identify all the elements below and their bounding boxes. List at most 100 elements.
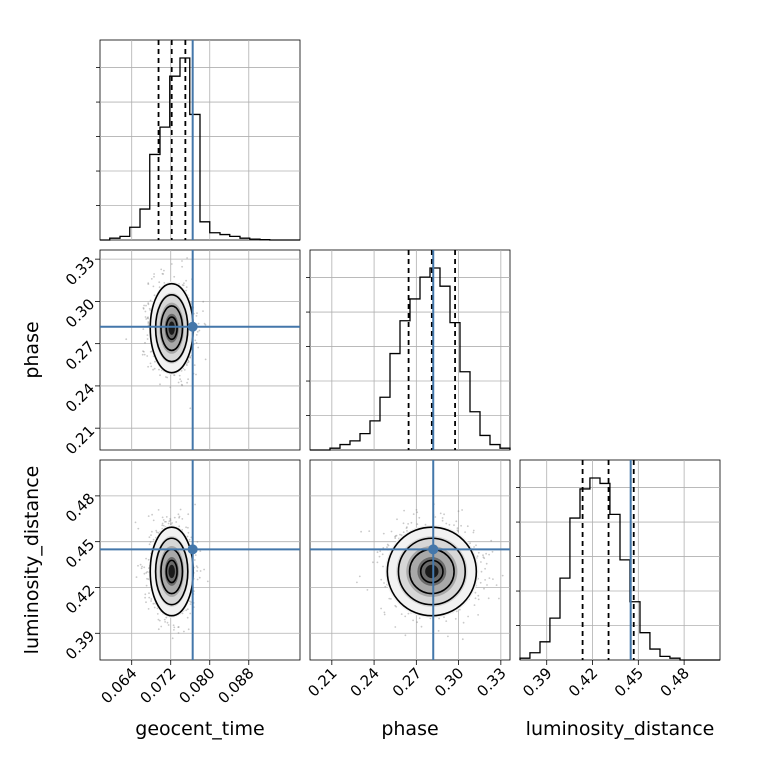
y-axis-label: luminosity_distance	[21, 466, 43, 655]
sample-point	[429, 617, 432, 620]
sample-point	[186, 608, 189, 611]
sample-point	[146, 317, 149, 319]
sample-point	[181, 384, 184, 387]
density-contour	[154, 293, 189, 363]
sample-point	[160, 625, 163, 628]
sample-point	[153, 294, 156, 297]
sample-point	[152, 368, 155, 371]
sample-point	[473, 604, 476, 606]
density-panel-geocent_time-phase	[99, 249, 301, 451]
sample-point	[189, 612, 192, 615]
sample-point	[516, 621, 518, 623]
x-tick-label: 0.48	[657, 664, 693, 700]
sample-point	[441, 517, 444, 519]
x-tick-label: 0.33	[473, 664, 509, 700]
sample-point	[188, 538, 191, 541]
sample-point	[158, 368, 160, 371]
sample-point	[147, 282, 150, 284]
sample-point	[488, 577, 491, 579]
histogram-geocent_time	[100, 57, 300, 241]
sample-point	[360, 530, 362, 533]
sample-point	[396, 518, 398, 521]
sample-point	[170, 263, 173, 265]
sample-point	[492, 578, 494, 580]
sample-point	[491, 550, 494, 553]
sample-point	[146, 577, 148, 580]
sample-point	[150, 534, 152, 536]
sample-point	[394, 626, 397, 628]
sample-point	[151, 530, 153, 533]
sample-point	[179, 508, 182, 511]
sample-point	[498, 597, 500, 600]
density-contour	[154, 537, 189, 606]
sample-point	[415, 509, 418, 511]
sample-point	[137, 564, 139, 567]
sample-point	[490, 539, 493, 542]
sample-point	[185, 279, 188, 282]
sample-point	[404, 615, 407, 618]
sample-point	[181, 612, 184, 615]
sample-point	[447, 635, 449, 638]
sample-point	[379, 550, 382, 553]
sample-point	[150, 598, 153, 600]
sample-point	[372, 561, 374, 564]
sample-point	[453, 524, 455, 526]
sample-point	[477, 594, 480, 597]
sample-point	[485, 562, 488, 565]
sample-point	[482, 556, 485, 559]
sample-point	[198, 576, 201, 579]
sample-point	[358, 575, 361, 578]
sample-point	[483, 587, 485, 590]
sample-point	[181, 284, 184, 286]
histogram-panel-luminosity_distance	[516, 459, 721, 661]
sample-point	[405, 527, 408, 529]
sample-point	[167, 522, 170, 525]
sample-point	[160, 268, 163, 271]
sample-point	[185, 526, 188, 529]
sample-point	[144, 596, 147, 599]
sample-point	[173, 516, 176, 519]
y-tick-label: 0.42	[62, 581, 98, 617]
sample-point	[187, 513, 190, 516]
sample-point	[197, 322, 200, 325]
sample-point	[145, 318, 148, 320]
sample-point	[434, 516, 437, 518]
sample-point	[166, 376, 169, 379]
panel-frame	[99, 459, 301, 661]
sample-point	[187, 531, 190, 534]
sample-point	[155, 531, 158, 534]
x-tick-label: 0.088	[215, 664, 258, 707]
sample-point	[386, 546, 388, 549]
sample-point	[387, 544, 390, 547]
sample-point	[402, 522, 405, 525]
panel-frame	[99, 249, 301, 451]
sample-point	[382, 532, 385, 535]
histogram-panel-phase	[306, 249, 511, 451]
x-tick-label: 0.30	[431, 664, 467, 700]
y-axis-label: phase	[21, 321, 43, 378]
sample-point	[484, 579, 486, 581]
sample-point	[161, 272, 164, 275]
sample-point	[183, 369, 186, 371]
density-panel-phase-luminosity_distance	[309, 459, 518, 661]
y-tick-label: 0.39	[62, 627, 98, 663]
sample-point	[182, 284, 185, 287]
sample-point	[143, 566, 146, 569]
sample-point	[146, 355, 149, 357]
sample-point	[376, 561, 379, 564]
sample-point	[187, 378, 190, 381]
sample-point	[147, 322, 150, 325]
sample-point	[186, 364, 188, 366]
sample-point	[412, 619, 414, 622]
sample-point	[173, 374, 176, 377]
sample-point	[144, 593, 147, 596]
x-tick-label: 0.072	[136, 664, 179, 707]
sample-point	[183, 282, 185, 285]
sample-point	[477, 551, 480, 554]
y-tick-label: 0.27	[62, 337, 98, 373]
sample-point	[135, 576, 138, 578]
x-tick-label: 0.064	[97, 664, 140, 707]
y-tick-label: 0.48	[62, 490, 98, 526]
sample-point	[416, 511, 419, 514]
histogram-luminosity_distance	[519, 477, 720, 661]
